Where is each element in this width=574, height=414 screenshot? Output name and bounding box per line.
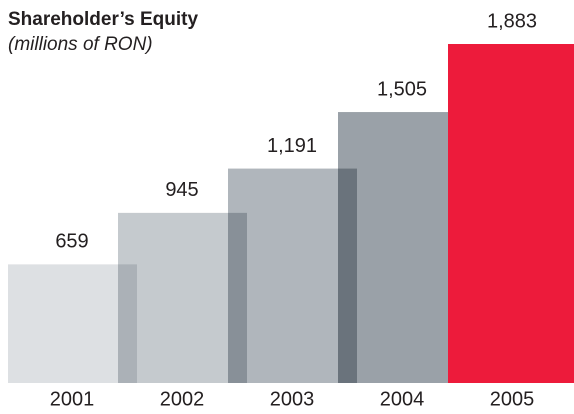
bar: [448, 44, 574, 383]
x-tick-label: 2003: [270, 388, 315, 410]
value-label: 1,505: [377, 78, 427, 100]
value-label: 659: [55, 231, 88, 253]
x-tick-label: 2001: [50, 388, 95, 410]
x-tick-label: 2004: [380, 388, 425, 410]
value-label: 1,191: [267, 135, 317, 157]
chart-title: Shareholder’s Equity: [8, 9, 198, 30]
bar: [228, 168, 357, 383]
x-tick-label: 2002: [160, 388, 205, 410]
bar: [8, 264, 137, 383]
x-tick-label: 2005: [490, 388, 535, 410]
value-label: 1,883: [487, 10, 537, 32]
bar: [338, 112, 467, 383]
bar: [118, 212, 247, 383]
value-label: 945: [165, 179, 198, 201]
chart-subtitle: (millions of RON): [8, 34, 153, 55]
